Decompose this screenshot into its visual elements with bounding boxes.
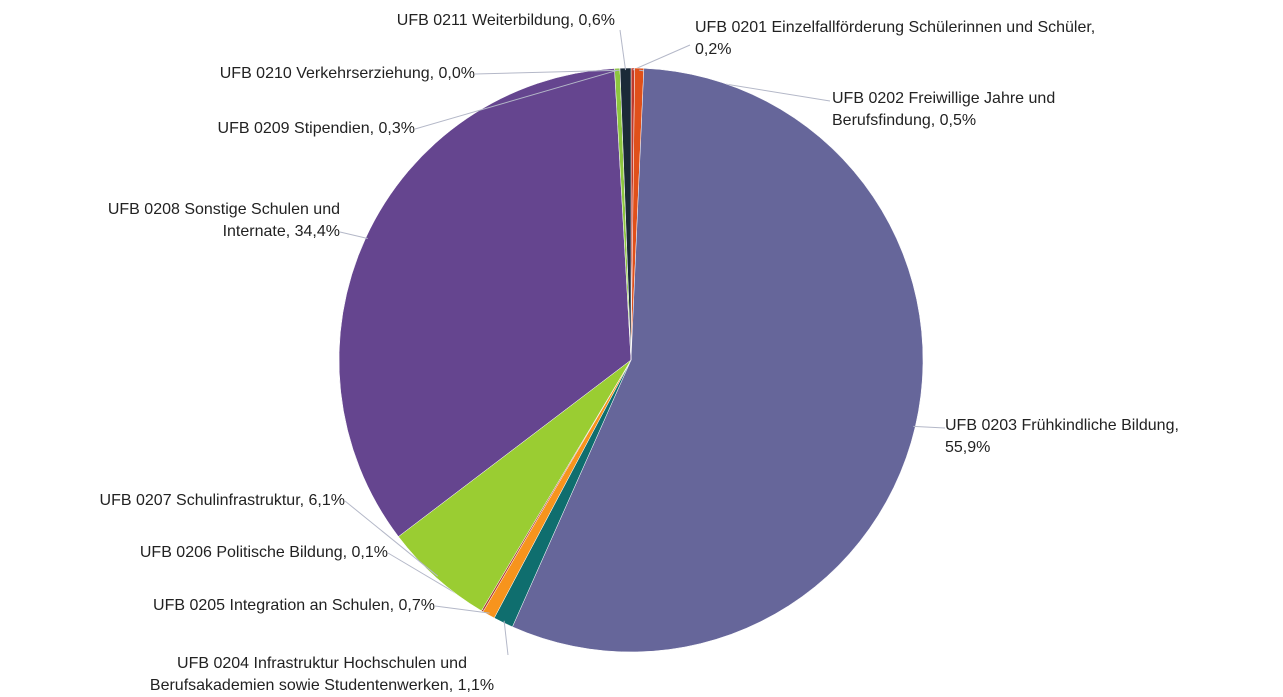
data-label: UFB 0202 Freiwillige Jahre und Berufsfind… [832, 90, 1055, 129]
leader-line [913, 425, 946, 429]
leader-line [344, 500, 439, 577]
data-label: UFB 0201 Einzelfallförderung Schülerinne… [695, 19, 1095, 58]
leader-line [414, 69, 618, 130]
leader-line [619, 29, 627, 71]
data-label: UFB 0211 Weiterbildung, 0,6% [397, 12, 615, 29]
leader-line [434, 605, 490, 614]
leader-line [632, 44, 691, 71]
data-label: UFB 0204 Infrastruktur Hochschulen und Be… [150, 655, 494, 694]
data-label: UFB 0209 Stipendien, 0,3% [218, 120, 415, 137]
data-label: UFB 0210 Verkehrserziehung, 0,0% [220, 65, 475, 82]
data-label: UFB 0208 Sonstige Schulen und Internate, … [108, 201, 340, 240]
leader-line [339, 231, 368, 239]
data-label: UFB 0206 Politische Bildung, 0,1% [140, 544, 388, 561]
data-label: UFB 0207 Schulinfrastruktur, 6,1% [100, 492, 345, 509]
leader-line [503, 620, 509, 656]
data-label: UFB 0205 Integration an Schulen, 0,7% [153, 597, 435, 614]
leader-line [474, 69, 621, 75]
data-label: UFB 0203 Frühkindliche Bildung, 55,9% [945, 417, 1179, 456]
